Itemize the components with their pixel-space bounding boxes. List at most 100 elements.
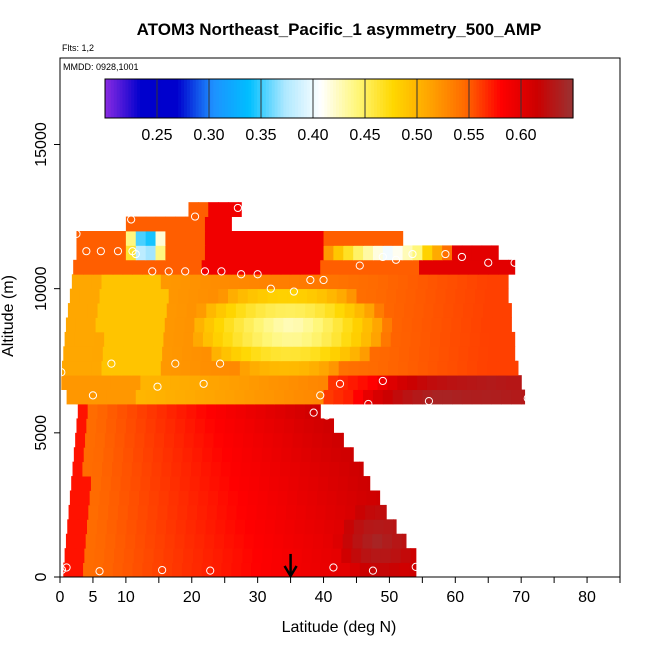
heatmap-cell	[75, 432, 86, 448]
heatmap-cell	[224, 389, 236, 405]
heatmap-cell	[437, 360, 448, 376]
heatmap-cell	[330, 346, 341, 362]
heatmap-cell	[141, 461, 153, 477]
heatmap-cell	[368, 360, 379, 376]
heatmap-cell	[239, 375, 250, 390]
y-axis-label: Altitude (m)	[0, 275, 17, 357]
heatmap-cell	[96, 231, 107, 246]
heatmap-cell	[116, 519, 128, 535]
heatmap-cell	[399, 562, 410, 577]
sample-point	[253, 215, 262, 224]
heatmap-cell	[232, 331, 244, 347]
heatmap-cell	[161, 461, 172, 477]
heatmap-cell	[173, 331, 184, 347]
heatmap-cell	[348, 274, 360, 290]
heatmap-cell	[193, 331, 204, 347]
heatmap-cell	[212, 447, 223, 463]
heatmap-cell	[251, 447, 263, 463]
heatmap-cell	[380, 331, 392, 347]
heatmap-cell	[64, 548, 76, 563]
heatmap-cell	[438, 346, 450, 362]
heatmap-cell	[394, 303, 405, 318]
colorbar-slice	[183, 79, 188, 118]
heatmap-cell	[309, 274, 320, 290]
heatmap-cell	[342, 317, 354, 333]
colorbar-tick-label: 0.45	[349, 127, 380, 144]
sample-point	[378, 376, 387, 386]
sample-point	[88, 391, 98, 400]
heatmap-cell	[249, 476, 260, 491]
heatmap-cell	[389, 346, 400, 362]
heatmap-cell	[228, 490, 239, 506]
heatmap-cell	[124, 432, 136, 448]
heatmap-cell	[272, 331, 283, 347]
heatmap-cell	[187, 504, 198, 520]
heatmap-cell	[74, 331, 85, 347]
heatmap-cell	[288, 375, 300, 390]
heatmap-cell	[346, 490, 358, 506]
heatmap-cell	[365, 504, 376, 520]
colorbar-slice	[561, 79, 565, 118]
heatmap-cell	[208, 490, 219, 506]
heatmap-cell	[92, 259, 104, 275]
heatmap-cell	[508, 259, 516, 275]
heatmap-cell	[82, 461, 93, 477]
heatmap-cell	[506, 274, 509, 290]
flights-label: Flts: 1,2	[62, 43, 94, 53]
heatmap-cell	[242, 331, 253, 347]
colorbar-slice	[365, 79, 369, 118]
heatmap-cell	[270, 259, 282, 275]
heatmap-cell	[201, 346, 213, 362]
heatmap-cell	[168, 288, 180, 304]
heatmap-cell	[162, 346, 173, 362]
heatmap-cell	[185, 519, 197, 535]
heatmap-cell	[269, 360, 280, 376]
heatmap-cell	[333, 389, 344, 405]
sample-point	[233, 203, 242, 213]
colorbar-slice	[245, 79, 249, 118]
heatmap-cell	[294, 519, 306, 535]
colorbar-slice	[570, 79, 574, 118]
heatmap-cell	[170, 476, 181, 491]
colorbar-slice	[336, 79, 340, 118]
heatmap-cell	[379, 562, 391, 577]
heatmap-cell	[278, 476, 290, 491]
heatmap-cell	[140, 375, 151, 390]
heatmap-cell	[233, 317, 245, 333]
heatmap-cell	[219, 375, 230, 390]
heatmap-cell	[324, 303, 336, 318]
heatmap-cell	[249, 375, 260, 390]
heatmap-cell	[141, 274, 152, 290]
heatmap-cell	[323, 418, 335, 434]
heatmap-cell	[359, 346, 371, 362]
heatmap-cell	[214, 533, 225, 549]
colorbar-slice	[359, 79, 363, 118]
sample-point	[127, 215, 136, 224]
heatmap-cell	[313, 389, 325, 405]
heatmap-cell	[412, 245, 423, 261]
heatmap-cell	[471, 245, 483, 261]
heatmap-cell	[67, 303, 79, 318]
heatmap-cell	[355, 504, 366, 520]
heatmap-cell	[180, 360, 192, 376]
colorbar-slice	[198, 79, 203, 118]
heatmap-cell	[251, 346, 262, 362]
heatmap-cell	[181, 562, 193, 577]
sample-point	[153, 382, 162, 391]
heatmap-cell	[372, 533, 383, 549]
colorbar-slice	[113, 79, 118, 118]
heatmap-cell	[275, 303, 286, 318]
heatmap-cell	[145, 231, 157, 246]
heatmap-cell	[175, 519, 187, 535]
heatmap-cell	[315, 504, 327, 520]
heatmap-cell	[150, 375, 161, 390]
sample-points	[60, 203, 532, 576]
heatmap-cell	[393, 519, 397, 535]
heatmap-cell	[508, 346, 516, 362]
sample-point	[181, 267, 190, 276]
colorbar-slice	[441, 79, 445, 118]
heatmap-cell	[165, 231, 176, 246]
heatmap-cell	[137, 303, 148, 318]
heatmap-cell	[103, 447, 114, 463]
heatmap-cell	[143, 447, 154, 463]
